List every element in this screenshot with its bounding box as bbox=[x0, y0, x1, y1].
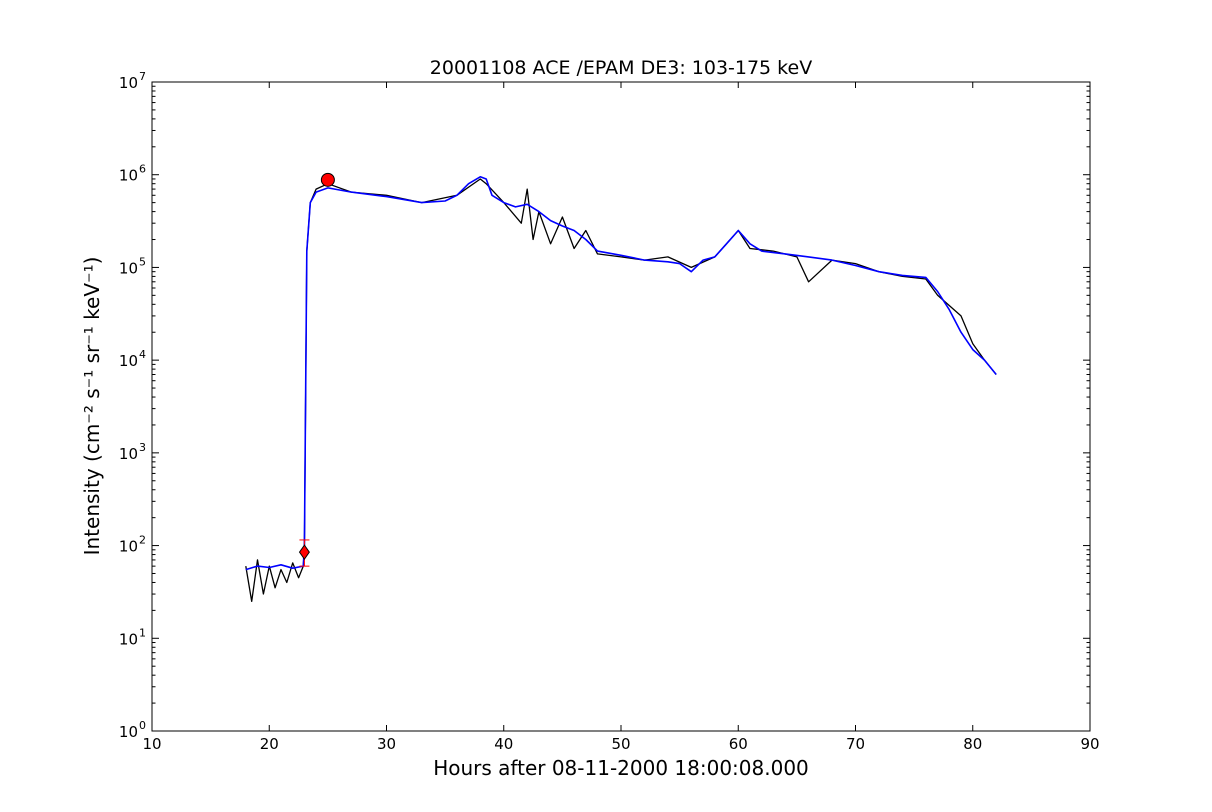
y-tick-label: 10 bbox=[119, 352, 138, 370]
series-line-1 bbox=[245, 178, 997, 603]
x-tick-label: 90 bbox=[1080, 735, 1099, 753]
marker-layer bbox=[298, 172, 335, 567]
peak-marker bbox=[320, 172, 335, 187]
x-tick-label: 50 bbox=[611, 735, 630, 753]
y-tick-label: 10 bbox=[119, 167, 138, 185]
chart-title: 20001108 ACE /EPAM DE3: 103-175 keV bbox=[430, 57, 812, 79]
y-tick-exponent: 2 bbox=[139, 534, 146, 547]
x-tick-label: 40 bbox=[494, 735, 513, 753]
y-tick-exponent: 1 bbox=[139, 626, 146, 639]
y-tick-label: 10 bbox=[119, 445, 138, 463]
onset-marker bbox=[298, 544, 310, 560]
y-tick-exponent: 7 bbox=[139, 70, 146, 83]
x-tick-label: 70 bbox=[846, 735, 865, 753]
y-tick-exponent: 5 bbox=[139, 255, 146, 268]
y-tick-label: 10 bbox=[119, 630, 138, 648]
x-axis-label: Hours after 08-11-2000 18:00:08.000 bbox=[433, 756, 809, 780]
x-tick-label: 80 bbox=[963, 735, 982, 753]
x-axis: 10 20 30 40 50 60 70 80 90 bbox=[142, 82, 1100, 753]
series-line-2 bbox=[245, 176, 997, 571]
series-layer bbox=[245, 176, 997, 603]
y-tick-label: 10 bbox=[119, 74, 138, 92]
y-tick-exponent: 3 bbox=[139, 441, 146, 454]
y-tick-label: 10 bbox=[119, 538, 138, 556]
x-tick-label: 60 bbox=[729, 735, 748, 753]
plot-background bbox=[152, 82, 1090, 731]
y-tick-exponent: 0 bbox=[139, 719, 146, 732]
x-tick-label: 30 bbox=[377, 735, 396, 753]
x-tick-label: 10 bbox=[142, 735, 161, 753]
plot-frame bbox=[151, 81, 1091, 732]
y-tick-exponent: 4 bbox=[139, 348, 146, 361]
y-axis-label: Intensity (cm⁻² s⁻¹ sr⁻¹ keV⁻¹) bbox=[80, 257, 104, 556]
x-tick-label: 20 bbox=[260, 735, 279, 753]
y-tick-label: 10 bbox=[119, 259, 138, 277]
y-tick-label: 10 bbox=[119, 723, 138, 741]
y-tick-exponent: 6 bbox=[139, 163, 146, 176]
